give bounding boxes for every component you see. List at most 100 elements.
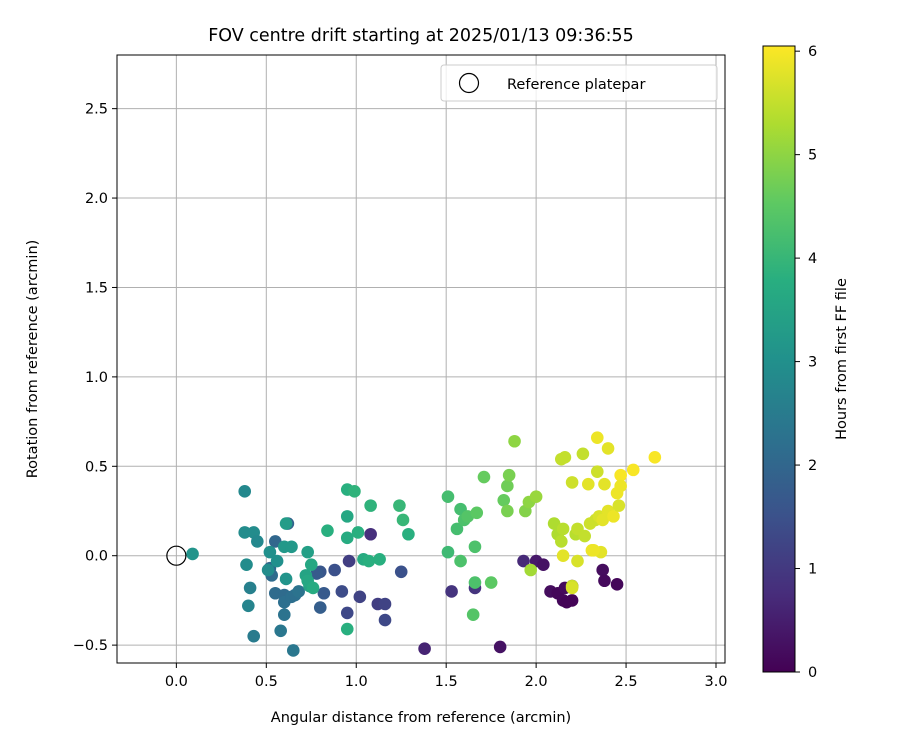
data-point (317, 586, 331, 600)
data-point (321, 524, 334, 537)
data-point (601, 442, 615, 455)
colorbar-tick-label: 6 (808, 44, 817, 60)
plot-frame (116, 54, 726, 664)
y-tick-label: 2.5 (85, 102, 108, 118)
legend: Reference platepar (440, 64, 718, 102)
data-point (402, 527, 415, 541)
data-point (614, 468, 627, 482)
data-point (578, 529, 591, 543)
data-point (301, 545, 314, 559)
colorbar-tick-label: 1 (808, 562, 817, 578)
data-point (285, 540, 298, 554)
colorbar-gradient (762, 45, 796, 673)
data-point (517, 554, 530, 568)
data-point (648, 451, 662, 464)
y-tick-label: 0.0 (85, 549, 108, 565)
x-tick-label: 0.0 (165, 674, 188, 690)
data-point (565, 594, 579, 607)
data-point (470, 506, 484, 520)
data-point (581, 477, 595, 491)
plot-area: 0.0 0.5 1.0 1.5 2.0 2.5 3.0 −0.5 0.0 0.5 1.0 1.5 2.… (73, 54, 728, 690)
data-point (596, 563, 609, 577)
y-tick-label: 1.5 (85, 280, 108, 296)
legend-label-reference: Reference platepar (507, 77, 645, 93)
data-point (304, 558, 318, 571)
x-axis-ticks: 0.0 0.5 1.0 1.5 2.0 2.5 3.0 (165, 663, 728, 690)
data-point (571, 554, 584, 568)
y-tick-label: 0.5 (85, 459, 108, 475)
data-point (364, 527, 377, 541)
data-point (529, 490, 543, 503)
data-point (590, 465, 604, 478)
x-tick-label: 2.0 (525, 674, 548, 690)
data-point (306, 581, 320, 595)
data-point (445, 585, 458, 598)
data-point (393, 499, 406, 512)
chart-title: FOV centre drift starting at 2025/01/13 … (208, 26, 634, 46)
data-point (607, 510, 620, 523)
legend-box (440, 64, 718, 102)
y-tick-label: 2.0 (85, 191, 108, 207)
data-point (335, 585, 349, 598)
data-point (555, 535, 568, 548)
data-point (612, 499, 626, 512)
data-point (501, 479, 514, 493)
data-point (186, 547, 199, 561)
colorbar-tick-label: 2 (808, 458, 817, 474)
data-point (378, 613, 392, 627)
x-tick-label: 1.5 (435, 674, 458, 690)
data-point (340, 622, 354, 636)
data-point (558, 451, 572, 464)
y-axis-label: Rotation from reference (arcmin) (25, 240, 41, 479)
data-point (348, 485, 361, 498)
data-point (587, 544, 600, 557)
data-point (441, 490, 455, 503)
data-point (508, 434, 521, 448)
x-tick-label: 0.5 (255, 674, 278, 690)
data-point (394, 565, 408, 579)
data-point (279, 572, 293, 586)
data-point (614, 479, 627, 493)
legend-marker-reference (458, 72, 480, 94)
x-tick-label: 3.0 (704, 674, 727, 690)
data-point (261, 563, 275, 577)
data-point (263, 545, 277, 559)
data-point (501, 504, 514, 518)
y-tick-label: 1.0 (85, 370, 108, 386)
data-point (598, 477, 611, 491)
data-point (454, 554, 467, 568)
data-point (502, 468, 516, 482)
data-point (556, 522, 570, 536)
data-point (556, 549, 570, 563)
x-tick-label: 2.5 (615, 674, 638, 690)
data-point (328, 563, 341, 577)
data-point (378, 597, 392, 611)
data-point (351, 526, 365, 539)
data-point (270, 554, 284, 568)
data-point (373, 552, 386, 566)
data-point (524, 563, 538, 577)
data-point (238, 485, 252, 498)
data-point (610, 578, 624, 591)
data-point (468, 576, 482, 589)
x-axis-label: Angular distance from reference (arcmin) (271, 710, 571, 726)
data-point (247, 629, 261, 643)
data-point (362, 554, 376, 568)
data-point (576, 447, 590, 461)
colorbar-tick-label: 3 (808, 355, 817, 371)
data-point (493, 640, 507, 654)
colorbar-tick-label: 5 (808, 148, 817, 164)
data-point (441, 545, 455, 559)
x-tick-label: 1.0 (345, 674, 368, 690)
data-point (598, 574, 611, 588)
data-point (396, 513, 410, 527)
data-point (364, 499, 377, 512)
data-point (418, 642, 431, 655)
data-point (240, 558, 253, 571)
data-point (340, 531, 354, 545)
reference-point-marker (166, 545, 187, 566)
data-point (537, 558, 550, 571)
data-point (565, 476, 579, 489)
data-point (565, 581, 579, 595)
